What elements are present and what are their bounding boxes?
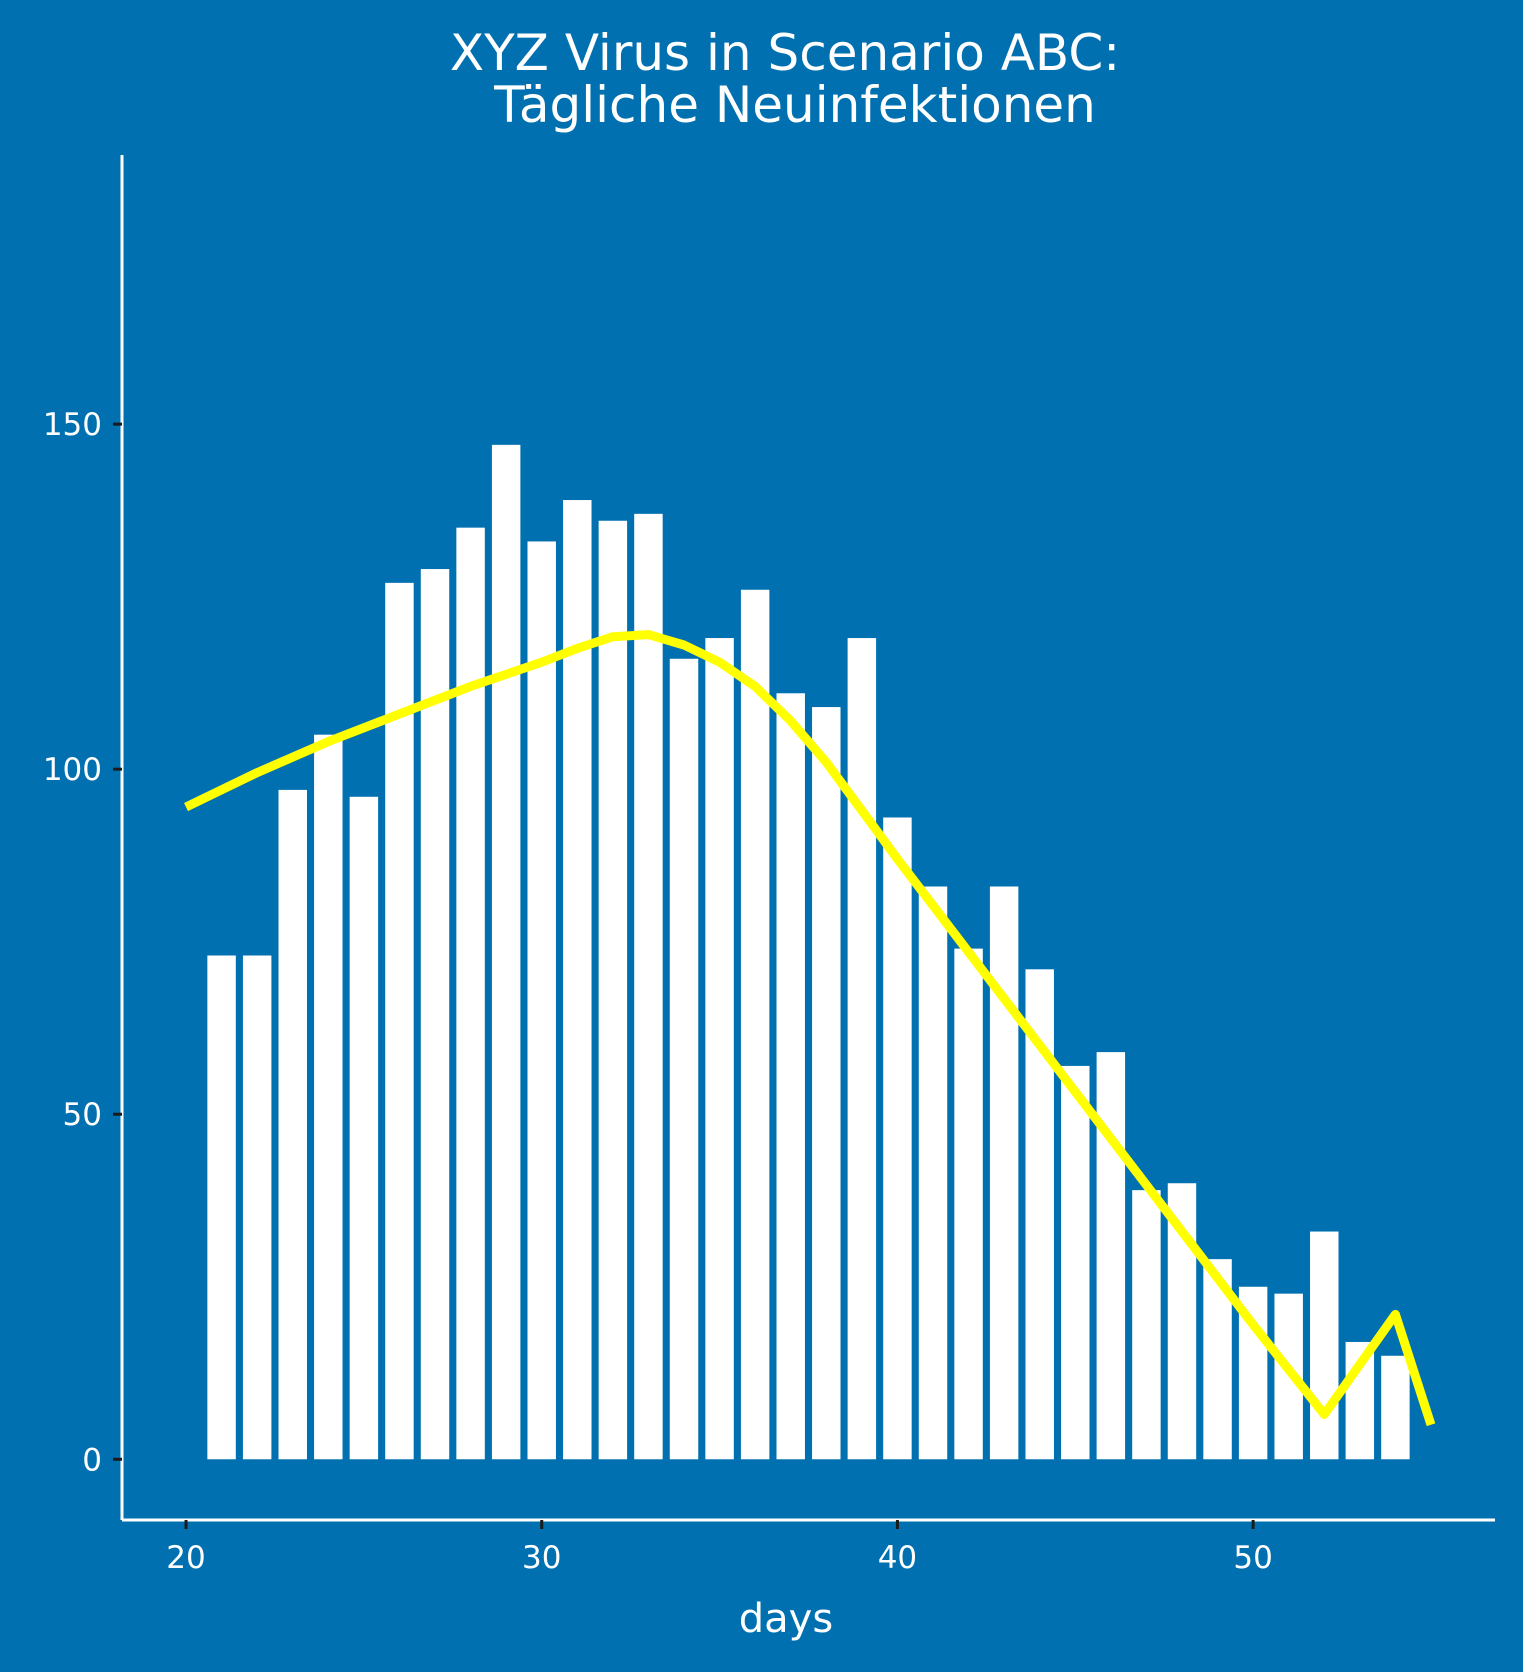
bar-day-21 [207,955,236,1460]
trend-line [184,630,1436,1427]
bars-layer [207,444,1410,1460]
bar-day-37 [776,693,805,1460]
bar-day-25 [349,796,379,1460]
bar-day-22 [242,955,272,1460]
y-tick-label-100: 100 [43,752,102,788]
bar-day-30 [527,541,556,1460]
bar-day-45 [1061,1065,1090,1460]
bar-day-39 [847,638,877,1460]
axes-layer: 0 50 100 150 20 30 40 50 [43,155,1495,1576]
bar-day-27 [420,569,450,1460]
bar-day-42 [954,948,983,1460]
bar-day-26 [385,582,414,1460]
x-axis-label: days [739,1596,833,1642]
bar-day-33 [634,513,663,1460]
bar-day-36 [740,589,770,1460]
x-tick-label-20: 20 [166,1540,205,1576]
bar-day-24 [314,734,343,1460]
bar-day-40 [883,817,912,1460]
bar-day-34 [669,658,699,1460]
bar-day-35 [705,638,734,1460]
bar-day-38 [812,707,841,1460]
bar-day-29 [491,444,521,1460]
bar-day-23 [278,789,307,1460]
bar-day-54 [1381,1355,1410,1460]
x-tick-label-40: 40 [878,1540,917,1576]
line-layer [184,630,1436,1427]
bar-day-52 [1310,1231,1339,1460]
bar-day-28 [456,527,485,1460]
bar-day-31 [563,500,592,1460]
y-tick-label-50: 50 [63,1097,102,1133]
bar-day-46 [1096,1052,1126,1460]
chart-title: XYZ Virus in Scenario ABC: [450,24,1120,82]
x-tick-label-30: 30 [522,1540,561,1576]
bar-day-47 [1132,1190,1161,1460]
y-tick-label-0: 0 [82,1442,102,1478]
bar-day-41 [918,886,948,1460]
bar-day-43 [989,886,1019,1460]
bar-day-32 [598,520,628,1460]
y-tick-label-150: 150 [43,407,102,443]
chart-subtitle: Tägliche Neuinfektionen [493,76,1096,134]
x-tick-label-50: 50 [1233,1540,1272,1576]
